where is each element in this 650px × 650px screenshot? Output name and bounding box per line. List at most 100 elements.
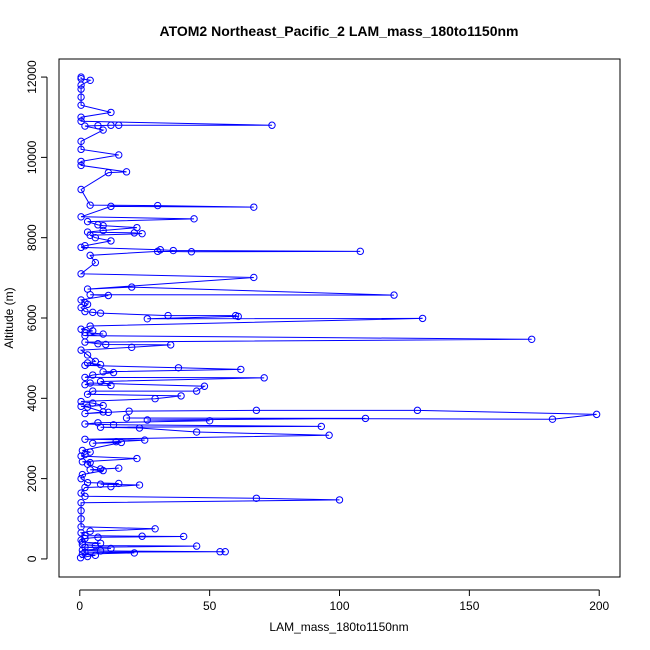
data-point [156, 246, 164, 254]
data-point [125, 407, 133, 415]
data-point [104, 291, 113, 300]
data-point [77, 536, 85, 544]
data-point [107, 237, 115, 245]
data-point [190, 215, 198, 223]
data-point [89, 439, 97, 447]
data-point [91, 551, 100, 560]
data-point [237, 365, 245, 374]
data-point [83, 351, 92, 359]
data-point [77, 397, 85, 406]
data-point [177, 392, 185, 400]
data-point [413, 406, 422, 415]
data-point [164, 311, 172, 320]
x-tick-label: 150 [459, 599, 479, 613]
data-point [81, 307, 89, 316]
data-point [166, 341, 175, 349]
data-point [86, 379, 94, 387]
data-point [83, 228, 92, 236]
data-point [99, 368, 107, 376]
data-point [86, 201, 94, 209]
data-point [527, 335, 536, 343]
data-point [81, 409, 89, 418]
data-point [187, 248, 196, 256]
data-point [77, 113, 85, 121]
data-point [77, 523, 85, 531]
data-point [78, 470, 87, 479]
data-point [81, 331, 89, 340]
data-point [81, 435, 89, 443]
data-point [77, 145, 85, 154]
data-point [390, 291, 398, 299]
data-point [135, 481, 144, 489]
x-tick-label: 100 [329, 599, 349, 613]
data-point [96, 465, 105, 473]
data-point [77, 499, 85, 507]
data-point [592, 410, 601, 419]
data-point [179, 532, 188, 541]
data-point [77, 346, 85, 354]
data-point [77, 296, 85, 304]
data-point [86, 458, 94, 467]
data-point [107, 202, 115, 211]
y-tick-label: 12000 [25, 60, 39, 94]
data-point [89, 387, 97, 395]
data-point [115, 151, 123, 159]
data-point [77, 515, 85, 523]
data-point [128, 343, 136, 352]
data-point [78, 540, 87, 549]
data-point [81, 534, 89, 543]
data-point [115, 464, 123, 472]
data-point [81, 122, 89, 130]
data-point [192, 387, 201, 395]
y-tick-label: 8000 [25, 224, 39, 251]
data-point [83, 478, 92, 487]
data-point [231, 311, 240, 320]
data-point [91, 258, 100, 267]
data-point [77, 85, 85, 93]
x-tick-label: 200 [589, 599, 609, 613]
series-line [79, 77, 597, 559]
x-axis: 0 50 100 150 200 [76, 589, 610, 613]
data-point [115, 479, 123, 488]
data-point [192, 428, 201, 436]
data-point [107, 544, 115, 553]
data-point [115, 121, 123, 129]
data-point [94, 419, 102, 427]
data-point [200, 382, 209, 390]
data-point [99, 226, 107, 235]
data-point [77, 325, 85, 333]
data-point [356, 247, 364, 256]
data-point [89, 399, 97, 407]
data-point [99, 126, 107, 134]
x-tick-label: 0 [76, 599, 83, 613]
data-point [252, 406, 261, 415]
data-point [153, 201, 162, 210]
data-point [325, 431, 333, 439]
data-point [77, 73, 85, 81]
data-point [94, 221, 102, 229]
data-point [107, 108, 115, 117]
data-point [99, 401, 107, 410]
data-point [109, 368, 118, 377]
data-point [86, 527, 94, 535]
data-point [205, 417, 214, 425]
data-point [78, 446, 87, 455]
data-point [133, 223, 141, 232]
series-layer [76, 73, 601, 562]
data-point [361, 414, 370, 423]
data-point [151, 395, 159, 403]
data-point [83, 390, 92, 398]
data-point [77, 93, 85, 101]
data-point [77, 270, 85, 278]
data-point [96, 309, 105, 317]
plot-frame [58, 58, 621, 578]
data-point [77, 137, 85, 146]
data-point [77, 402, 85, 411]
data-point [77, 161, 85, 170]
data-point [117, 438, 126, 447]
data-point [122, 168, 131, 176]
data-point [86, 322, 94, 330]
data-point [102, 340, 110, 349]
data-point [418, 314, 427, 323]
data-point [138, 532, 146, 540]
